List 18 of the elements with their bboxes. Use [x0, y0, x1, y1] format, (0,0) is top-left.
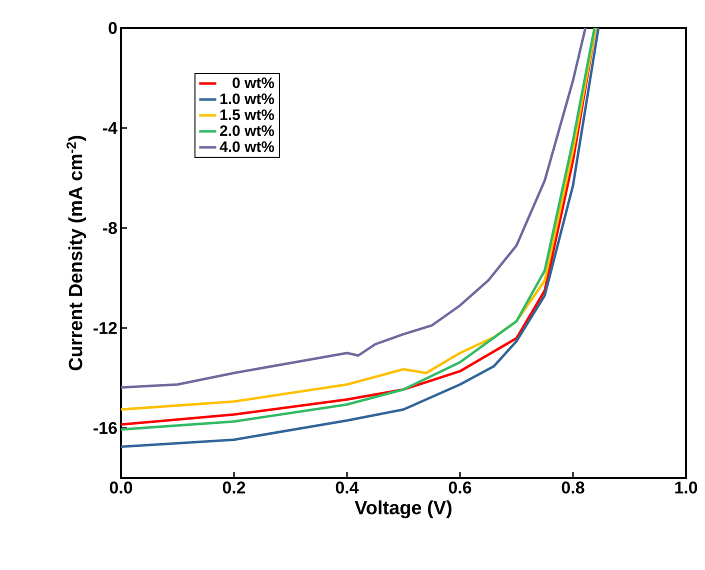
y-tick-label: -12: [94, 322, 117, 334]
legend-label: 2.0 wt%: [220, 125, 274, 136]
x-tick-label: 0.4: [336, 482, 359, 494]
x-tick-label: 0.0: [110, 482, 132, 494]
legend-label: 0 wt%: [232, 77, 274, 88]
y-tick-label: -16: [94, 422, 117, 434]
legend-label: 1.5 wt%: [220, 109, 274, 120]
y-tick-label: -8: [103, 222, 117, 234]
legend-label: 4.0 wt%: [220, 141, 274, 152]
y-tick-label: 0: [108, 22, 117, 34]
x-tick-label: 0.2: [222, 482, 246, 494]
x-tick-label: 0.6: [448, 482, 472, 494]
y-axis-title: Current Density (mA cm$^{-2}$): [66, 136, 86, 370]
x-tick-label: 0.8: [562, 482, 584, 494]
x-tick-label: 1.0: [675, 482, 698, 494]
legend-label: 1.0 wt%: [220, 93, 274, 104]
y-tick-label: -4: [103, 122, 118, 134]
x-axis-title: Voltage (V): [354, 500, 452, 518]
